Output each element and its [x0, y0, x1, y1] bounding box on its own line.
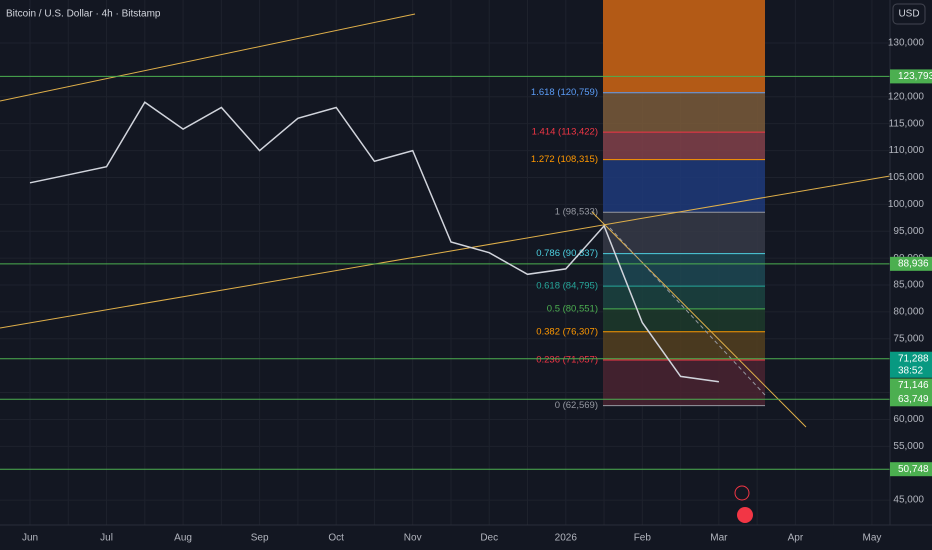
y-tick-label: 110,000	[889, 145, 925, 156]
price-tag-label: 71,288	[898, 353, 929, 364]
fib-label: 0.786 (90,837)	[536, 248, 598, 259]
y-tick-label: 55,000	[893, 441, 924, 452]
fib-band	[603, 286, 765, 309]
x-tick-label: Mar	[710, 533, 728, 544]
price-tag	[890, 462, 932, 477]
price-tag-label: 63,749	[898, 394, 929, 405]
y-tick-label: 120,000	[888, 91, 925, 102]
price-tag	[890, 351, 932, 378]
y-tick-label: 130,000	[888, 38, 925, 49]
x-tick-label: 2026	[555, 533, 578, 544]
fib-label: 0 (62,569)	[555, 400, 598, 411]
fib-label: 0.382 (76,307)	[536, 326, 598, 337]
chart-title: Bitcoin / U.S. Dollar · 4h · Bitstamp	[6, 9, 161, 20]
price-tag	[890, 256, 932, 271]
event-icon[interactable]	[737, 507, 753, 523]
y-tick-label: 85,000	[893, 280, 924, 291]
currency-button[interactable]	[892, 3, 926, 25]
x-tick-label: Aug	[174, 533, 192, 544]
fib-label: 0.236 (71,057)	[536, 354, 598, 365]
fib-retracement: 1.618 (120,759) 1.414 (113,422) 1.272 (108…	[531, 0, 765, 411]
price-tag-label: 123,793	[898, 71, 932, 82]
fib-label: 1.272 (108,315)	[531, 154, 598, 165]
x-tick-label: Feb	[634, 533, 652, 544]
price-tag	[890, 378, 932, 393]
trend-line	[0, 13, 416, 102]
y-tick-label: 100,000	[888, 199, 925, 210]
axes: 45,00055,00060,00065,00075,00080,00085,0…	[22, 38, 932, 544]
fib-band	[603, 132, 765, 160]
trend-line	[0, 175, 891, 329]
fib-label: 1.414 (113,422)	[532, 127, 598, 138]
fib-band	[603, 308, 765, 332]
x-tick-label: Sep	[251, 533, 269, 544]
price-axis	[890, 0, 932, 550]
event-icon[interactable]	[734, 485, 750, 501]
trend-line	[609, 227, 766, 396]
fib-band	[603, 253, 765, 287]
fib-label: 1.618 (120,759)	[531, 87, 598, 98]
y-tick-label: 60,000	[893, 414, 924, 425]
fib-label: 0.618 (84,795)	[536, 281, 598, 292]
y-tick-label: 105,000	[888, 172, 925, 183]
fib-band	[603, 159, 765, 213]
y-tick-label: 95,000	[893, 226, 924, 237]
x-tick-label: Jun	[22, 533, 38, 544]
price-tag-label: 71,146	[898, 380, 929, 391]
y-tick-label: 75,000	[893, 333, 924, 344]
y-tick-label: 115,000	[889, 118, 925, 129]
fib-label: 0.5 (80,551)	[547, 303, 598, 314]
plot	[0, 75, 890, 470]
x-tick-label: May	[862, 533, 881, 544]
fib-band	[603, 92, 765, 133]
x-tick-label: Apr	[788, 533, 804, 544]
fib-label: 1 (98,533)	[555, 207, 598, 218]
fib-band	[603, 0, 765, 93]
trend-line	[591, 211, 807, 428]
price-line	[29, 101, 720, 383]
x-tick-label: Oct	[328, 533, 344, 544]
fib-band	[603, 212, 765, 254]
fib-band	[603, 359, 765, 406]
x-tick-label: Nov	[404, 533, 422, 544]
x-tick-label: Dec	[480, 533, 498, 544]
y-tick-label: 80,000	[893, 307, 924, 318]
x-tick-label: Jul	[100, 533, 113, 544]
currency[interactable]: USD	[898, 9, 919, 20]
price-tag-label: 50,748	[898, 464, 929, 475]
y-tick-label: 45,000	[893, 495, 924, 506]
price-tag	[890, 69, 932, 84]
price-tag	[890, 392, 932, 407]
countdown: 38:52	[898, 365, 923, 376]
fib-band	[603, 331, 765, 360]
price-tag-label: 88,936	[898, 258, 929, 269]
